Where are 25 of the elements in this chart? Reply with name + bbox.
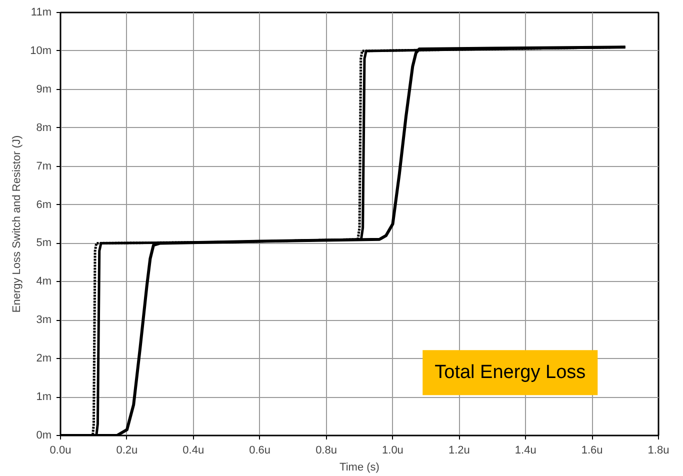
x-tick-label: 1.8u (648, 444, 670, 456)
y-tick-label: 3m (36, 314, 52, 326)
y-axis-title: Energy Loss Switch and Resistor (J) (11, 135, 24, 313)
x-tick-label: 0.4u (182, 444, 204, 456)
x-axis-title: Time (s) (340, 462, 380, 474)
x-tick-label: 0.2u (116, 444, 138, 456)
y-tick-label: 10m (30, 44, 52, 57)
y-tick-label: 11m (30, 6, 52, 18)
y-tick-label: 9m (36, 83, 52, 96)
annotation: Total Energy Loss (434, 362, 586, 384)
y-tick-label: 0m (36, 430, 52, 442)
x-tick-label: 0.0u (50, 444, 72, 456)
y-tick-label: 8m (36, 122, 52, 134)
x-tick-label: 1.0u (382, 444, 404, 456)
x-tick-label: 0.6u (249, 444, 271, 456)
y-tick-label: 1m (36, 391, 52, 404)
x-tick-label: 1.6u (581, 444, 603, 456)
y-tick-label: 2m (36, 352, 52, 365)
y-tick-label: 7m (36, 160, 52, 172)
x-tick-label: 0.8u (316, 444, 337, 456)
x-tick-label: 1.2u (448, 444, 470, 456)
y-tick-label: 6m (36, 198, 52, 211)
y-tick-label: 4m (36, 276, 52, 288)
y-tick-label: 5m (36, 237, 52, 250)
x-tick-label: 1.4u (514, 444, 536, 456)
